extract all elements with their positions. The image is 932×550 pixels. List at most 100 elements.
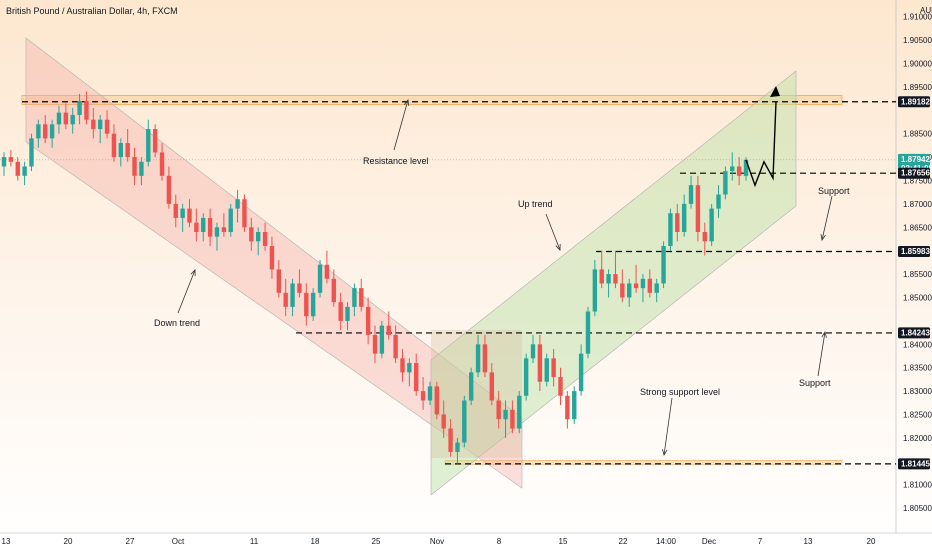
candle xyxy=(118,143,123,158)
candle xyxy=(716,194,721,209)
candle xyxy=(180,208,185,218)
candle xyxy=(627,283,632,298)
candle xyxy=(29,138,34,167)
candle xyxy=(49,124,55,139)
candle xyxy=(434,386,440,415)
y-tick-label: 1.87500 xyxy=(903,177,932,186)
candle xyxy=(269,246,275,270)
candle xyxy=(427,386,433,401)
x-tick-label: 20 xyxy=(867,537,876,546)
candle xyxy=(517,395,522,429)
x-tick-label: 11 xyxy=(250,537,259,546)
uptrend-pointer-head xyxy=(555,243,561,251)
candle xyxy=(462,400,467,443)
strong-support-zone xyxy=(444,460,843,465)
downtrend-pointer-head xyxy=(190,269,196,277)
annotation-label: Strong support level xyxy=(640,387,720,397)
y-tick-label: 1.80500 xyxy=(903,504,932,513)
price-tag-label: 1.84243 xyxy=(901,328,930,337)
y-tick-label: 1.81000 xyxy=(903,481,932,490)
candle xyxy=(654,283,659,293)
candle xyxy=(386,325,391,335)
candle xyxy=(36,124,41,139)
x-tick-label: 25 xyxy=(372,537,381,546)
candle xyxy=(324,264,330,279)
candle xyxy=(77,100,82,115)
x-tick-label: 14:00 xyxy=(656,537,677,546)
price-tag xyxy=(898,96,930,108)
price-tag xyxy=(898,458,930,470)
x-tick-label: 13 xyxy=(2,537,11,546)
candle xyxy=(558,377,563,396)
candle xyxy=(359,288,364,307)
candle xyxy=(249,227,254,242)
candle xyxy=(214,227,220,237)
candle xyxy=(290,283,295,307)
y-tick-label: 1.87000 xyxy=(903,200,932,209)
candle xyxy=(111,133,117,158)
price-tag-label: 1.85983 xyxy=(901,247,930,256)
annotation-label: Up trend xyxy=(518,199,553,209)
strong-support-pointer xyxy=(663,397,673,456)
x-tick-label: Oct xyxy=(172,537,185,546)
candle xyxy=(695,185,701,232)
support-pointer-head xyxy=(821,330,827,338)
uptrend-pointer xyxy=(545,213,561,251)
candle xyxy=(310,292,316,317)
price-tag xyxy=(898,167,930,179)
x-tick-label: 18 xyxy=(311,537,320,546)
candle xyxy=(331,278,336,303)
candle xyxy=(317,264,323,293)
y-tick-label: 1.89500 xyxy=(903,83,932,92)
price-tag-label: 1.81445 xyxy=(901,459,930,468)
candle xyxy=(1,157,7,167)
candle xyxy=(613,274,618,284)
candle xyxy=(139,161,144,176)
candle xyxy=(8,157,14,162)
candle xyxy=(565,395,570,420)
candle xyxy=(297,283,302,293)
y-tick-label: 1.90500 xyxy=(903,36,932,45)
candle xyxy=(585,311,591,354)
candle xyxy=(723,171,728,195)
candle xyxy=(70,114,75,125)
y-tick-label: 1.85000 xyxy=(903,294,932,303)
candle xyxy=(365,306,371,335)
chart-title: British Pound / Australian Dollar, 4h, F… xyxy=(6,6,178,16)
x-tick-label: 13 xyxy=(804,537,813,546)
candle xyxy=(482,344,488,373)
candle xyxy=(592,269,598,312)
candle xyxy=(152,129,158,153)
candle xyxy=(606,274,611,284)
resistance-zone xyxy=(21,94,843,106)
candle xyxy=(503,409,508,420)
candle xyxy=(338,302,343,321)
candle xyxy=(420,391,426,401)
candle xyxy=(256,231,261,242)
candle xyxy=(173,203,178,218)
candle xyxy=(262,231,268,247)
annotation-label: Support xyxy=(799,378,831,388)
candle xyxy=(640,278,646,289)
x-tick-label: 7 xyxy=(758,537,763,546)
strong-support-pointer-head xyxy=(662,449,668,457)
support-pointer xyxy=(821,195,833,241)
x-tick-label: 20 xyxy=(64,537,73,546)
candle xyxy=(235,199,240,209)
candle xyxy=(743,159,749,176)
candle xyxy=(544,358,549,382)
x-tick-label: Dec xyxy=(702,537,716,546)
candle xyxy=(393,334,398,359)
candle xyxy=(194,222,199,232)
support-pointer xyxy=(817,331,826,377)
candle xyxy=(496,400,501,420)
resistance-pointer xyxy=(393,99,409,151)
currency-label: AUD xyxy=(920,6,932,15)
projection-path xyxy=(745,101,777,188)
candle xyxy=(709,208,714,242)
candle xyxy=(530,344,536,359)
candle xyxy=(63,112,69,125)
candle xyxy=(730,166,735,172)
candle xyxy=(510,409,515,429)
